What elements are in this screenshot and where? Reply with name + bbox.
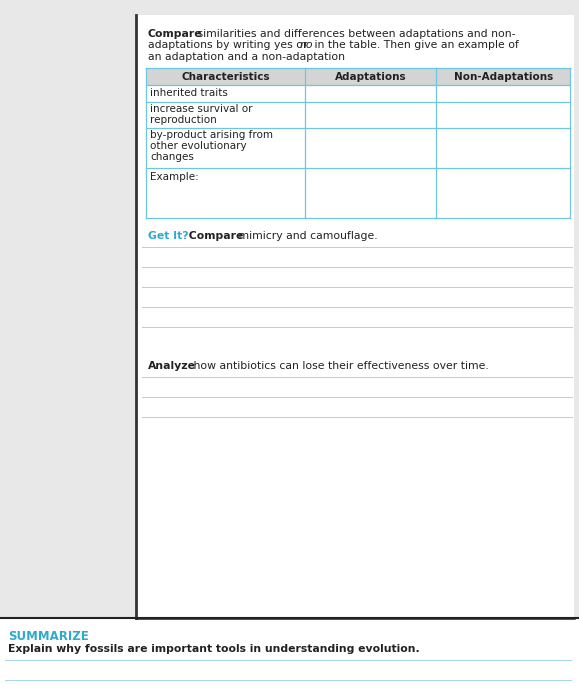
- Text: Compare: Compare: [185, 231, 243, 241]
- Text: mimicry and camouflage.: mimicry and camouflage.: [235, 231, 378, 241]
- Text: Analyze: Analyze: [148, 361, 196, 371]
- Text: by-product arising from: by-product arising from: [150, 130, 273, 140]
- Text: inherited traits: inherited traits: [150, 88, 228, 99]
- Text: changes: changes: [150, 152, 194, 162]
- Text: Example:: Example:: [150, 172, 199, 182]
- Text: Non-Adaptations: Non-Adaptations: [453, 71, 553, 81]
- Text: Compare: Compare: [148, 29, 203, 39]
- Bar: [136, 15, 574, 618]
- Bar: [0, 619, 579, 700]
- Text: Get It?: Get It?: [148, 231, 189, 241]
- Text: how antibiotics can lose their effectiveness over time.: how antibiotics can lose their effective…: [190, 361, 489, 371]
- Text: other evolutionary: other evolutionary: [150, 141, 247, 151]
- Text: similarities and differences between adaptations and non-: similarities and differences between ada…: [194, 29, 515, 39]
- Text: Explain why fossils are important tools in understanding evolution.: Explain why fossils are important tools …: [8, 644, 420, 654]
- Text: an adaptation and a non-adaptation: an adaptation and a non-adaptation: [148, 52, 345, 62]
- Text: SUMMARIZE: SUMMARIZE: [8, 630, 89, 643]
- Text: increase survival or: increase survival or: [150, 104, 252, 114]
- Text: in the table. Then give an example of: in the table. Then give an example of: [311, 41, 519, 50]
- Text: adaptations by writing yes or: adaptations by writing yes or: [148, 41, 311, 50]
- Text: Characteristics: Characteristics: [181, 71, 270, 81]
- Bar: [146, 68, 570, 85]
- Text: reproduction: reproduction: [150, 115, 217, 125]
- Text: Adaptations: Adaptations: [335, 71, 406, 81]
- Text: no: no: [300, 41, 313, 50]
